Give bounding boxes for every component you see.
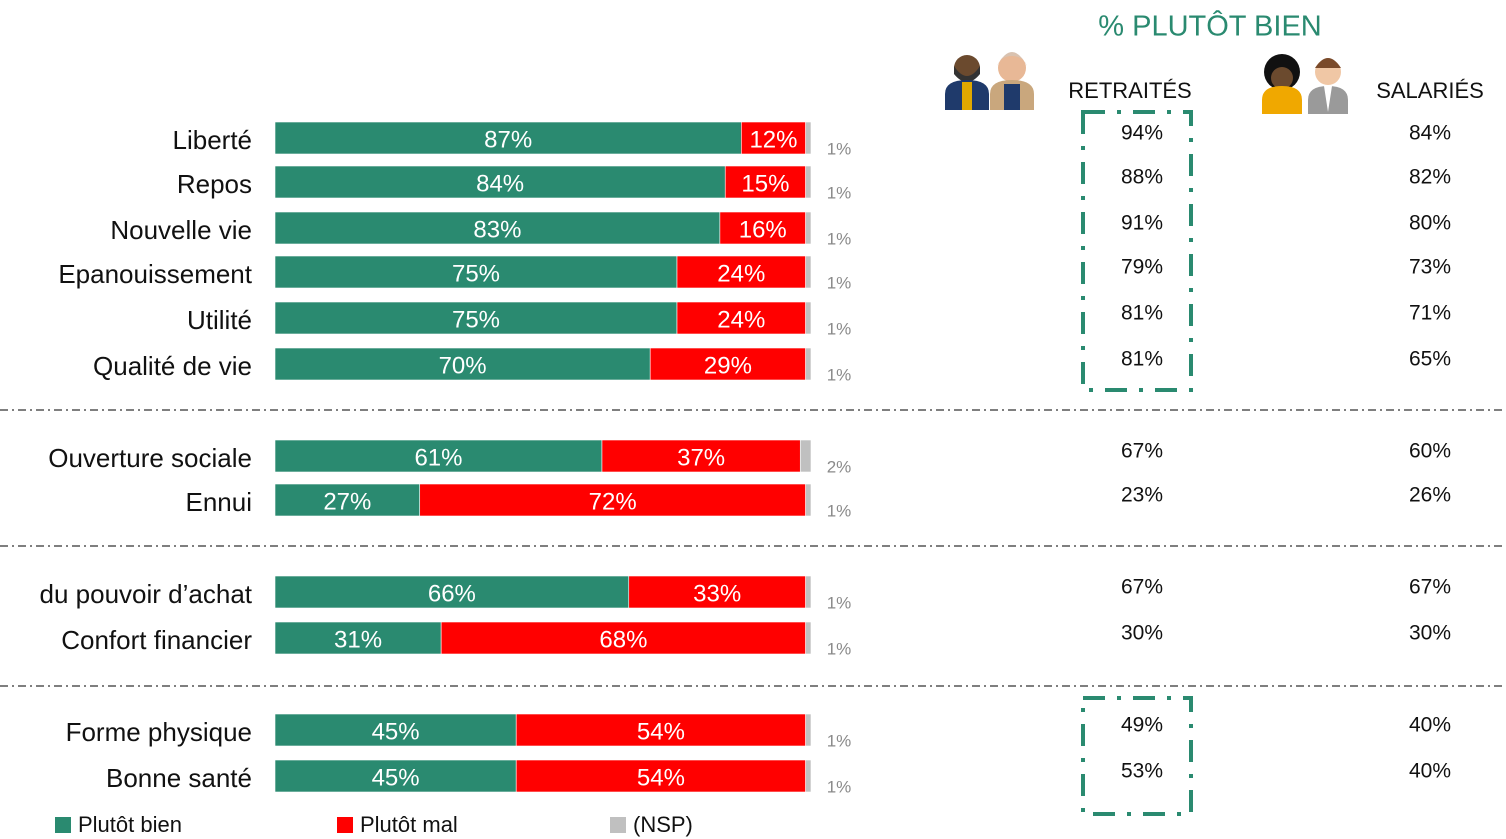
category-label: Nouvelle vie bbox=[110, 215, 252, 245]
value-label: 16% bbox=[739, 216, 787, 243]
category-label: du pouvoir d’achat bbox=[40, 579, 253, 609]
value-label: 54% bbox=[637, 764, 685, 791]
category-label: Repos bbox=[177, 169, 252, 199]
value-label: 12% bbox=[749, 126, 797, 153]
value-label: 27% bbox=[323, 488, 371, 515]
value-label: 24% bbox=[717, 260, 765, 287]
value-label: 1% bbox=[827, 639, 852, 658]
table-value: 23% bbox=[1121, 484, 1163, 507]
value-label: 37% bbox=[677, 444, 725, 471]
table-value: 73% bbox=[1409, 256, 1451, 279]
bar-segment bbox=[806, 622, 811, 654]
legend-label: (NSP) bbox=[633, 812, 693, 837]
value-label: 31% bbox=[334, 626, 382, 653]
table-value: 40% bbox=[1409, 714, 1451, 737]
value-label: 68% bbox=[599, 626, 647, 653]
bar-segment bbox=[806, 760, 811, 792]
legend-label: Plutôt bien bbox=[78, 812, 182, 837]
value-label: 1% bbox=[827, 365, 852, 384]
value-label: 15% bbox=[741, 170, 789, 197]
table-value: 81% bbox=[1121, 302, 1163, 325]
table-value: 53% bbox=[1121, 760, 1163, 783]
icon-workers bbox=[1262, 54, 1348, 114]
value-label: 72% bbox=[589, 488, 637, 515]
bar-segment bbox=[800, 440, 811, 472]
value-label: 45% bbox=[372, 718, 420, 745]
category-label: Ouverture sociale bbox=[48, 443, 252, 473]
category-label: Epanouissement bbox=[58, 259, 252, 289]
table-value: 84% bbox=[1409, 122, 1451, 145]
value-label: 70% bbox=[439, 352, 487, 379]
table-value: 82% bbox=[1409, 166, 1451, 189]
legend-swatch bbox=[337, 817, 353, 833]
table-value: 81% bbox=[1121, 348, 1163, 371]
value-label: 66% bbox=[428, 580, 476, 607]
category-label: Ennui bbox=[186, 487, 253, 517]
category-label: Forme physique bbox=[66, 717, 252, 747]
value-label: 87% bbox=[484, 126, 532, 153]
value-label: 75% bbox=[452, 260, 500, 287]
value-label: 83% bbox=[473, 216, 521, 243]
legend-swatch bbox=[55, 817, 71, 833]
bar-segment bbox=[806, 714, 811, 746]
table-value: 91% bbox=[1121, 212, 1163, 235]
value-label: 29% bbox=[704, 352, 752, 379]
column-header: RETRAITÉS bbox=[1068, 78, 1191, 103]
column-header: SALARIÉS bbox=[1376, 78, 1484, 103]
value-label: 84% bbox=[476, 170, 524, 197]
table-value: 60% bbox=[1409, 440, 1451, 463]
value-label: 45% bbox=[372, 764, 420, 791]
table-value: 26% bbox=[1409, 484, 1451, 507]
table-value: 71% bbox=[1409, 302, 1451, 325]
table-value: 40% bbox=[1409, 760, 1451, 783]
value-label: 1% bbox=[827, 777, 852, 796]
value-label: 1% bbox=[827, 139, 852, 158]
value-label: 33% bbox=[693, 580, 741, 607]
table-value: 65% bbox=[1409, 348, 1451, 371]
legend-label: Plutôt mal bbox=[360, 812, 458, 837]
value-label: 2% bbox=[827, 457, 852, 476]
table-value: 30% bbox=[1409, 622, 1451, 645]
bar-segment bbox=[806, 348, 811, 380]
value-label: 61% bbox=[414, 444, 462, 471]
table-value: 30% bbox=[1121, 622, 1163, 645]
bar-segment bbox=[806, 166, 811, 198]
value-label: 1% bbox=[827, 501, 852, 520]
value-label: 1% bbox=[827, 731, 852, 750]
value-label: 24% bbox=[717, 306, 765, 333]
table-value: 67% bbox=[1121, 440, 1163, 463]
value-label: 54% bbox=[637, 718, 685, 745]
category-label: Qualité de vie bbox=[93, 351, 252, 381]
bar-segment bbox=[806, 302, 811, 334]
table-value: 88% bbox=[1121, 166, 1163, 189]
table-value: 67% bbox=[1409, 576, 1451, 599]
category-label: Liberté bbox=[173, 125, 253, 155]
value-label: 1% bbox=[827, 593, 852, 612]
bar-segment bbox=[806, 256, 811, 288]
value-label: 1% bbox=[827, 183, 852, 202]
value-label: 1% bbox=[827, 319, 852, 338]
table-value: 94% bbox=[1121, 122, 1163, 145]
bar-segment bbox=[806, 212, 811, 244]
category-label: Utilité bbox=[187, 305, 252, 335]
category-label: Confort financier bbox=[61, 625, 252, 655]
category-label: Bonne santé bbox=[106, 763, 252, 793]
table-value: 49% bbox=[1121, 714, 1163, 737]
legend-swatch bbox=[610, 817, 626, 833]
chart: % PLUTÔT BIEN RETRAITÉS SALARIÉS Liberté… bbox=[0, 0, 1506, 839]
bar-segment bbox=[806, 484, 811, 516]
comparison-title: % PLUTÔT BIEN bbox=[1098, 9, 1321, 43]
table-value: 80% bbox=[1409, 212, 1451, 235]
value-label: 1% bbox=[827, 229, 852, 248]
bar-segment bbox=[806, 576, 811, 608]
table-value: 79% bbox=[1121, 256, 1163, 279]
bar-segment bbox=[806, 122, 811, 154]
icon-retirees bbox=[945, 52, 1034, 110]
table-value: 67% bbox=[1121, 576, 1163, 599]
value-label: 1% bbox=[827, 273, 852, 292]
value-label: 75% bbox=[452, 306, 500, 333]
